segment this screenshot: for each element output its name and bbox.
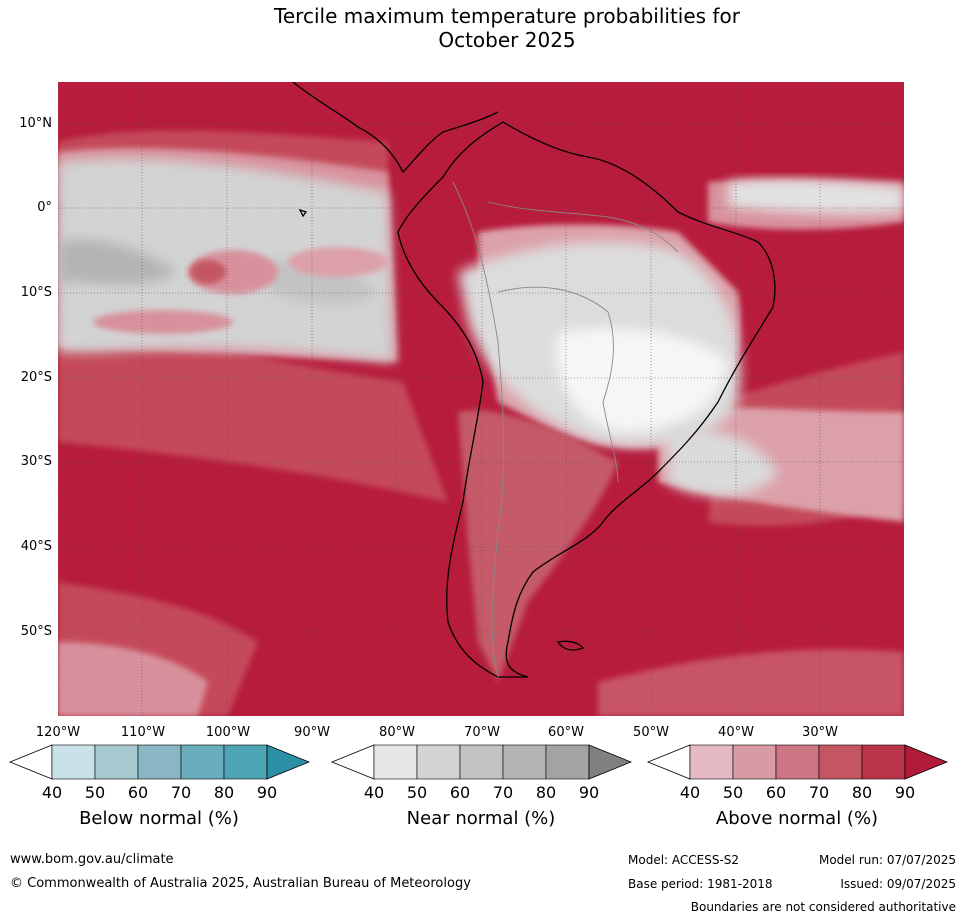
colorbar-segment	[373, 744, 418, 780]
lon-label-80w: 80°W	[379, 725, 415, 740]
band-near-normal-brazil-white	[556, 328, 728, 432]
lat-label-30s: 30°S	[20, 454, 52, 469]
colorbar-segment	[94, 744, 139, 780]
footer-base-period: Base period: 1981-2018	[628, 877, 773, 891]
colorbar-tick: 70	[170, 783, 192, 802]
colorbar-segment	[416, 744, 461, 780]
colorbar-tick: 60	[449, 783, 471, 802]
colorbar-segment	[180, 744, 225, 780]
patch-above-pacific-4	[93, 310, 233, 334]
coastline-south-america	[397, 121, 776, 678]
lon-label-100w: 100°W	[205, 725, 251, 740]
colorbar-segment	[459, 744, 504, 780]
colorbar-segment	[223, 744, 268, 780]
map-title-line2: October 2025	[438, 28, 576, 52]
colorbar-extend-high	[266, 744, 310, 780]
colorbar-segment	[502, 744, 547, 780]
patch-above-pacific-2	[190, 260, 226, 284]
lat-label-40s: 40°S	[20, 539, 52, 554]
lon-label-30w: 30°W	[802, 725, 838, 740]
colorbar-segment	[861, 744, 906, 780]
lon-label-40w: 40°W	[718, 725, 754, 740]
colorbar-tick: 40	[363, 783, 385, 802]
colorbar-tick: 80	[851, 783, 873, 802]
border-brazil-west	[497, 286, 619, 483]
probability-field	[58, 130, 904, 716]
legend-label-below-normal: Below normal (%)	[79, 808, 239, 829]
footer-model: Model: ACCESS-S2	[628, 853, 740, 867]
coastline-galapagos	[298, 208, 308, 218]
lon-label-70w: 70°W	[464, 725, 500, 740]
band-near-normal-atlantic	[668, 429, 778, 496]
colorbar-extend-high	[904, 744, 948, 780]
lat-label-10n: 10°N	[19, 116, 52, 131]
coastline-falklands	[556, 640, 585, 651]
legend-label-above-normal: Above normal (%)	[715, 808, 879, 829]
band-moderate-above-east-pacific	[58, 312, 448, 502]
lon-label-120w: 120°W	[35, 725, 81, 740]
band-near-normal-atlantic-north	[728, 179, 904, 215]
coastlines	[292, 82, 776, 678]
colorbar-tick: 90	[578, 783, 600, 802]
colorbar-segment	[545, 744, 590, 780]
band-moderate-above-southeast	[598, 649, 904, 716]
lat-label-50s: 50°S	[20, 624, 52, 639]
colorbar-tick: 80	[213, 783, 235, 802]
band-near-normal-pacific-dark	[58, 239, 178, 285]
country-borders	[452, 181, 679, 678]
colorbar-extend-low	[646, 744, 691, 780]
lat-label-20s: 20°S	[20, 370, 52, 385]
colorbar-tick: 60	[127, 783, 149, 802]
map-title: Tercile maximum temperature probabilitie…	[0, 4, 965, 52]
footer-disclaimer: Boundaries are not considered authoritat…	[690, 900, 956, 914]
colorbar-segment	[51, 744, 96, 780]
colorbar-segment	[818, 744, 863, 780]
border-andes	[452, 181, 505, 678]
footer-issued: Issued: 09/07/2025	[840, 877, 956, 891]
colorbar-tick: 40	[41, 783, 63, 802]
colorbar-near-normal	[330, 744, 632, 780]
colorbar-below-normal	[8, 744, 310, 780]
band-light-above-southwest	[58, 642, 208, 716]
band-moderate-above-argentina	[458, 410, 618, 682]
lat-label-10s: 10°S	[20, 285, 52, 300]
lon-label-90w: 90°W	[294, 725, 330, 740]
colorbar-extend-low	[330, 744, 375, 780]
lon-label-60w: 60°W	[548, 725, 584, 740]
probability-map	[58, 82, 904, 716]
patch-above-pacific-3	[288, 247, 388, 277]
colorbar-tick: 40	[679, 783, 701, 802]
footer-model-run: Model run: 07/07/2025	[818, 853, 956, 867]
colorbar-tick: 90	[256, 783, 278, 802]
legend-label-near-normal: Near normal (%)	[406, 808, 556, 829]
footer-website[interactable]: www.bom.gov.au/climate	[10, 852, 174, 867]
lon-label-50w: 50°W	[633, 725, 669, 740]
map-title-line1: Tercile maximum temperature probabilitie…	[274, 4, 740, 28]
lat-label-0: 0°	[37, 200, 52, 215]
colorbar-tick: 70	[492, 783, 514, 802]
colorbar-tick: 50	[406, 783, 428, 802]
colorbar-segment	[689, 744, 734, 780]
colorbar-tick: 80	[535, 783, 557, 802]
colorbar-segment	[775, 744, 820, 780]
coastline-central-america	[292, 82, 499, 174]
footer-copyright: © Commonwealth of Australia 2025, Austra…	[10, 876, 471, 891]
colorbar-above-normal	[646, 744, 948, 780]
lon-label-110w: 110°W	[120, 725, 166, 740]
border-brazil-north	[487, 201, 679, 253]
band-near-normal-pacific-mid	[268, 259, 378, 306]
colorbar-tick: 70	[808, 783, 830, 802]
colorbar-tick: 60	[765, 783, 787, 802]
colorbar-tick: 50	[84, 783, 106, 802]
colorbar-segment	[137, 744, 182, 780]
graticule	[58, 82, 904, 716]
colorbar-segment	[732, 744, 777, 780]
colorbar-extend-low	[8, 744, 53, 780]
colorbar-tick: 90	[894, 783, 916, 802]
colorbar-extend-high	[588, 744, 632, 780]
colorbar-tick: 50	[722, 783, 744, 802]
